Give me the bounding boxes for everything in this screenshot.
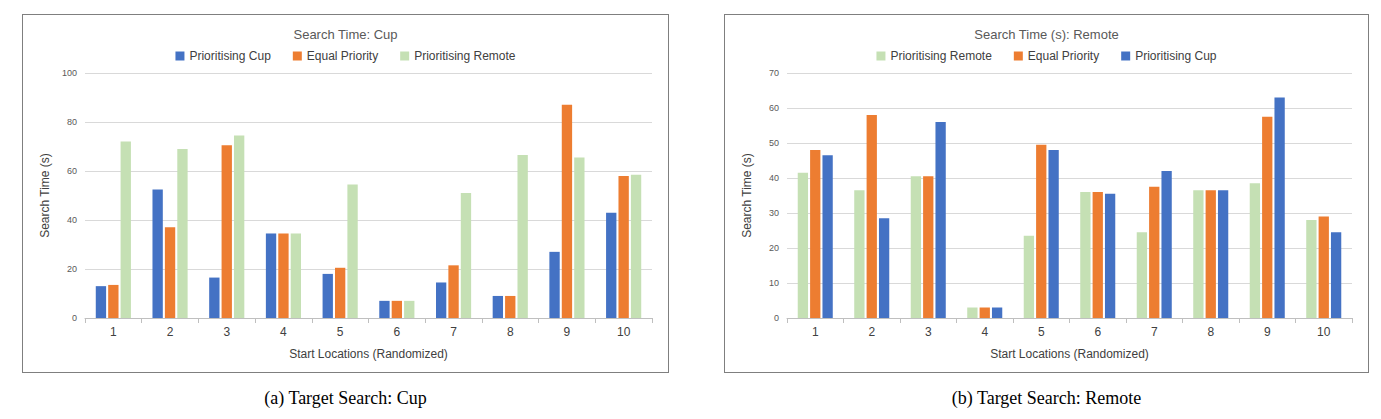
svg-text:20: 20 (769, 243, 779, 253)
svg-text:4: 4 (981, 325, 988, 339)
svg-text:2: 2 (868, 325, 875, 339)
svg-text:10: 10 (617, 325, 631, 339)
svg-text:30: 30 (769, 208, 779, 218)
svg-text:1: 1 (110, 325, 117, 339)
svg-text:60: 60 (769, 103, 779, 113)
svg-text:Search Time: Cup: Search Time: Cup (293, 27, 397, 42)
svg-text:Prioritising Remote: Prioritising Remote (414, 49, 516, 63)
svg-text:5: 5 (1038, 325, 1045, 339)
svg-text:40: 40 (769, 173, 779, 183)
svg-text:Start Locations (Randomized): Start Locations (Randomized) (990, 347, 1149, 361)
svg-text:0: 0 (774, 313, 779, 323)
svg-text:7: 7 (1151, 325, 1158, 339)
html-text:(b) Target Search: Remote: (b) Target Search: Remote (951, 388, 1142, 408)
svg-text:3: 3 (223, 325, 230, 339)
svg-text:8: 8 (507, 325, 514, 339)
svg-text:Prioritising Remote: Prioritising Remote (890, 49, 992, 63)
svg-text:1: 1 (812, 325, 819, 339)
html-text:(a) Target Search: Cup: (a) Target Search: Cup (264, 388, 427, 408)
svg-text:5: 5 (337, 325, 344, 339)
svg-text:Equal Priority: Equal Priority (307, 49, 378, 63)
svg-text:40: 40 (67, 215, 77, 225)
svg-text:Start Locations (Randomized): Start Locations (Randomized) (289, 347, 448, 361)
svg-text:4: 4 (280, 325, 287, 339)
svg-text:10: 10 (1317, 325, 1331, 339)
svg-text:9: 9 (564, 325, 571, 339)
svg-text:70: 70 (769, 68, 779, 78)
svg-text:100: 100 (62, 68, 77, 78)
svg-text:0: 0 (72, 313, 77, 323)
svg-text:Search Time (s): Search Time (s) (740, 153, 754, 238)
svg-text:Search Time (s): Remote: Search Time (s): Remote (974, 27, 1119, 42)
svg-text:20: 20 (67, 264, 77, 274)
svg-text:Equal Priority: Equal Priority (1028, 49, 1099, 63)
svg-text:9: 9 (1264, 325, 1271, 339)
svg-text:50: 50 (769, 138, 779, 148)
svg-text:7: 7 (450, 325, 457, 339)
svg-text:2: 2 (167, 325, 174, 339)
svg-text:60: 60 (67, 166, 77, 176)
svg-text:8: 8 (1207, 325, 1214, 339)
svg-text:6: 6 (394, 325, 401, 339)
svg-text:3: 3 (925, 325, 932, 339)
svg-text:6: 6 (1094, 325, 1101, 339)
svg-text:Prioritising Cup: Prioritising Cup (1135, 49, 1217, 63)
svg-text:Prioritising Cup: Prioritising Cup (189, 49, 271, 63)
svg-text:10: 10 (769, 278, 779, 288)
svg-text:Search Time (s): Search Time (s) (38, 153, 52, 238)
svg-text:80: 80 (67, 117, 77, 127)
